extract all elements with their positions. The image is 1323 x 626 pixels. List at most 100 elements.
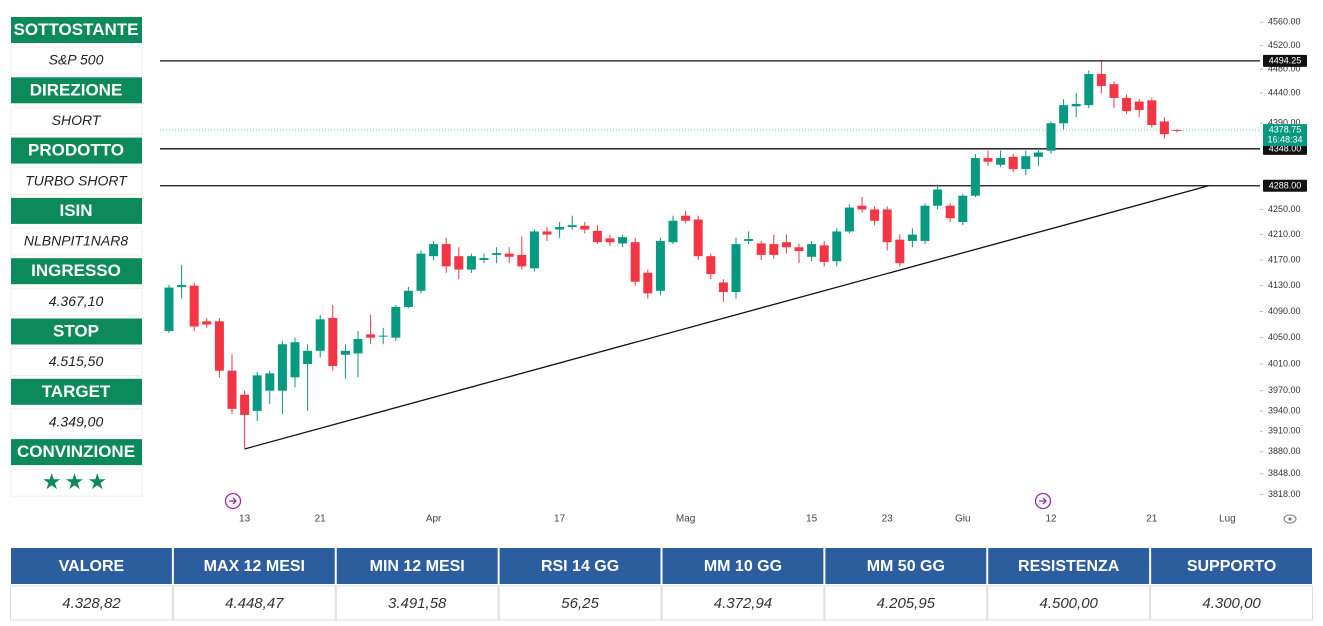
candle-body — [202, 321, 212, 325]
y-tick-label: 4250.00 — [1268, 204, 1301, 214]
label-box — [11, 17, 142, 43]
sidebar-label: ISIN — [59, 201, 92, 220]
candle-body — [1059, 105, 1069, 124]
candle-body — [315, 319, 325, 351]
candle-body — [895, 239, 905, 264]
candle-body — [794, 247, 804, 252]
value-cell — [661, 585, 825, 621]
candle-body — [1021, 156, 1031, 170]
value-cell — [824, 585, 988, 621]
candle-body — [605, 238, 615, 243]
candle-body — [592, 230, 602, 243]
candle-body — [416, 253, 426, 291]
candle-body — [1071, 103, 1081, 107]
value-cell — [10, 585, 173, 621]
value-cell — [335, 585, 499, 621]
candle-body — [807, 244, 817, 257]
level-label: 4348.00 — [1269, 144, 1302, 154]
candle-body — [517, 254, 527, 267]
header-text: MAX 12 MESI — [204, 558, 305, 575]
candle-body — [1084, 74, 1094, 106]
value-cell — [987, 585, 1151, 621]
value-box — [10, 46, 143, 75]
sidebar: SOTTOSTANTE S&P 500 DIREZIONE SHORT PRODOTTO… — [10, 17, 143, 497]
candle-body — [756, 243, 766, 255]
settings-icon[interactable] — [1283, 514, 1297, 524]
candle-body — [1147, 100, 1157, 126]
x-tick-label: 15 — [806, 514, 818, 525]
y-tick-label: 4050.00 — [1268, 332, 1301, 342]
candle-body — [643, 272, 653, 294]
value-box — [10, 348, 143, 376]
candle-body — [882, 209, 892, 243]
sidebar-value: 4.349,00 — [49, 414, 104, 430]
sidebar-label: SOTTOSTANTE — [14, 20, 139, 39]
value-text: 4.500,00 — [1039, 595, 1098, 612]
header-cell — [11, 548, 172, 584]
candle-body — [504, 253, 514, 257]
last-price-box — [1263, 124, 1307, 147]
candle-body — [945, 205, 955, 219]
candle-body — [681, 215, 691, 221]
value-text: 4.300,00 — [1202, 595, 1261, 612]
label-box — [11, 378, 142, 405]
candle-body — [265, 373, 275, 391]
candle-body — [983, 158, 993, 162]
candle-body — [290, 342, 300, 378]
candle-body — [1008, 156, 1018, 170]
candle-body — [240, 394, 250, 415]
candle-body — [920, 205, 930, 241]
candle-body — [340, 350, 350, 355]
candle-body — [1122, 97, 1132, 112]
y-tick-label: 4170.00 — [1268, 254, 1301, 264]
value-text: 4.448,47 — [225, 595, 284, 612]
value-text: 4.372,94 — [714, 595, 772, 612]
header-text: MM 50 GG — [867, 558, 945, 575]
sidebar-value: SHORT — [52, 112, 102, 128]
value-text: 3.491,58 — [388, 595, 447, 612]
y-tick-label: 3970.00 — [1268, 385, 1301, 395]
y-tick-label: 3940.00 — [1268, 405, 1301, 415]
candle-body — [844, 207, 854, 232]
header-text: MIN 12 MESI — [370, 558, 465, 575]
sidebar-value: TURBO SHORT — [25, 172, 128, 188]
value-box — [10, 287, 143, 316]
candle-body — [655, 240, 665, 291]
label-box — [11, 318, 142, 345]
candle-body — [177, 284, 187, 287]
sidebar-value: NLBNPIT1NAR8 — [24, 233, 128, 249]
value-text: 4.328,82 — [62, 595, 121, 612]
candle-body — [769, 244, 779, 255]
candle-body — [492, 252, 502, 255]
sidebar-label: STOP — [53, 321, 99, 340]
candle-body — [403, 290, 413, 307]
candle-body — [630, 242, 640, 282]
header-cell — [1151, 548, 1312, 584]
candle-body — [366, 334, 376, 338]
y-tick-label: 3910.00 — [1268, 426, 1301, 436]
header-text: RESISTENZA — [1018, 558, 1120, 575]
x-tick-label: Lug — [1219, 514, 1236, 525]
candle-body — [441, 244, 451, 267]
y-tick-label: 4010.00 — [1268, 358, 1301, 368]
candle-body — [744, 239, 754, 241]
candle-body — [391, 306, 401, 338]
event-icon[interactable] — [224, 492, 242, 510]
label-box — [11, 77, 142, 104]
y-tick-label: 4440.00 — [1268, 88, 1301, 98]
event-icon-arrow — [1039, 497, 1047, 505]
header-text: SUPPORTO — [1187, 558, 1277, 575]
event-icon[interactable] — [1034, 492, 1052, 510]
chart: 4560.00 4520.00 4480.00 4440.00 4390.00 4250.… — [160, 17, 1307, 525]
header-cell — [173, 548, 335, 584]
sidebar-label: DIREZIONE — [30, 80, 123, 99]
candle-body — [618, 237, 628, 244]
value-box — [10, 167, 143, 196]
candle-body — [1096, 74, 1106, 86]
y-tick-label: 4090.00 — [1268, 306, 1301, 316]
x-tick-label: Mag — [676, 514, 695, 525]
header-cell — [825, 548, 987, 584]
candle-body — [933, 189, 943, 206]
candle-body — [303, 350, 313, 365]
